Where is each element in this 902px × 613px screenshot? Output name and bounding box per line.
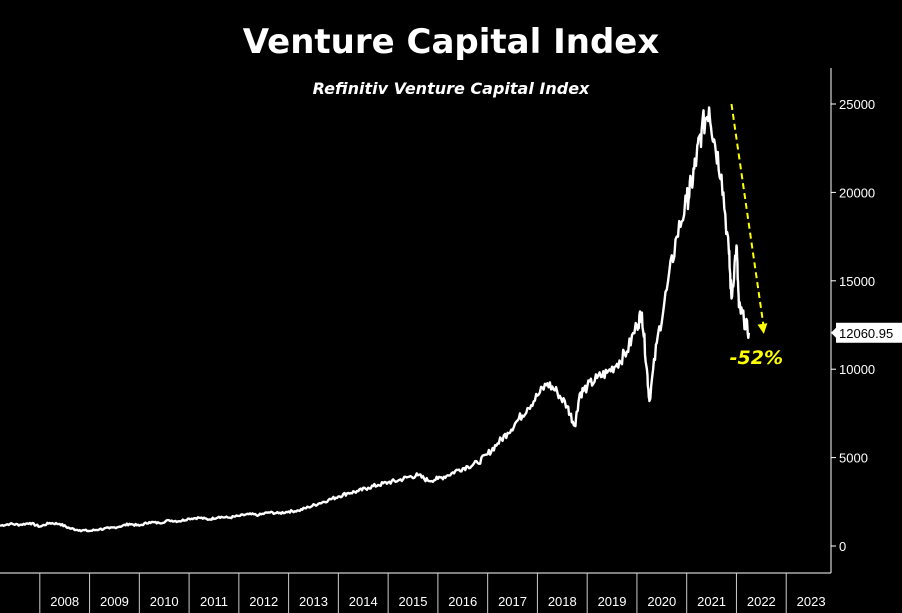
annotation-label: -52%	[730, 347, 783, 369]
y-tick-label: 5000	[839, 451, 868, 466]
annotation-arrow-line	[730, 103, 765, 328]
last-value-label: 12060.95	[839, 326, 893, 341]
y-tick-label: 20000	[839, 185, 875, 200]
y-tick-label: 25000	[839, 97, 875, 112]
x-tick-label: 2009	[100, 594, 129, 609]
y-tick-label: 10000	[839, 362, 875, 377]
annotation-layer: -52% 12060.95	[730, 103, 902, 369]
last-value-pointer	[831, 326, 837, 339]
x-tick-label: 2018	[548, 594, 577, 609]
chart-subtitle: Refinitiv Venture Capital Index	[313, 79, 590, 98]
x-tick-label: 2010	[150, 594, 179, 609]
x-tick-label: 2019	[598, 594, 627, 609]
x-tick-label: 2011	[200, 594, 228, 609]
y-tick-label: 15000	[839, 274, 875, 289]
x-tick-label: 2013	[299, 594, 328, 609]
annotation-arrow-head	[757, 323, 768, 334]
x-tick-label: 2016	[448, 594, 477, 609]
axes-layer: 0 5000 10000 15000 20000 25000 2008 2009 2010 201…	[0, 68, 875, 613]
x-tick-label: 2012	[249, 594, 278, 609]
x-tick-label: 2017	[498, 594, 527, 609]
chart-title: Venture Capital Index	[243, 22, 660, 62]
x-tick-label: 2014	[349, 594, 378, 609]
series-line	[0, 106, 751, 533]
x-tick-label: 2015	[399, 594, 428, 609]
x-tick-label: 2020	[647, 594, 676, 609]
x-tick-label: 2023	[797, 594, 826, 609]
last-value-box	[836, 322, 902, 343]
x-tick-label: 2021	[697, 594, 726, 609]
y-tick-label: 0	[839, 539, 846, 554]
x-tick-label: 2022	[747, 594, 776, 609]
x-tick-label: 2008	[50, 594, 79, 609]
series-layer	[0, 106, 751, 533]
